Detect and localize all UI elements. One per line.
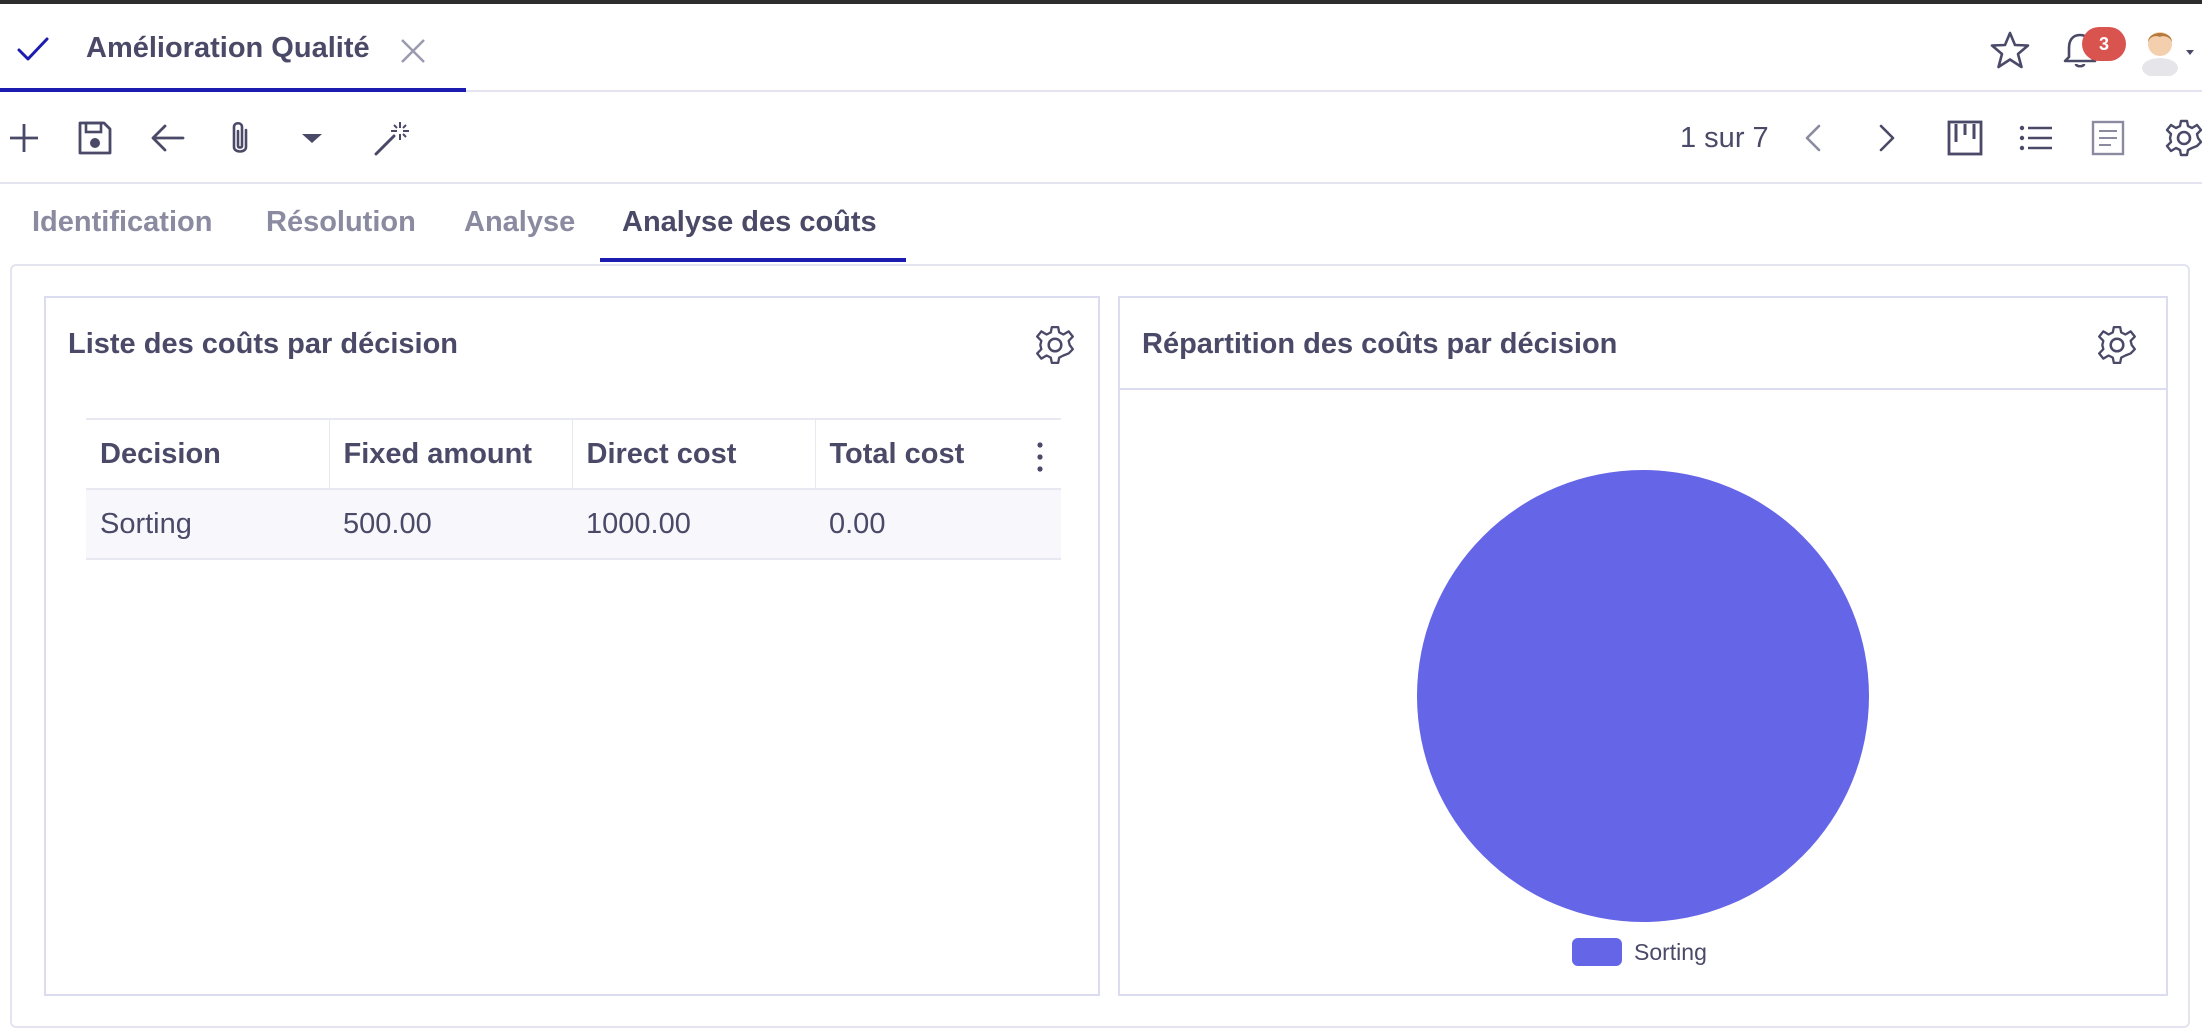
legend-label[interactable]: Sorting <box>1634 938 1707 965</box>
cost-table: Decision Fixed amount Direct cost Total … <box>86 418 1061 560</box>
column-header-total-cost-label: Total cost <box>829 437 965 470</box>
chart-legend: Sorting <box>1572 938 1707 966</box>
column-header-decision[interactable]: Decision <box>86 418 330 490</box>
cost-distribution-panel: Répartition des coûts par décision Sorti… <box>1118 296 2168 996</box>
list-view-icon[interactable] <box>2016 118 2056 158</box>
save-icon[interactable] <box>75 118 115 158</box>
back-arrow-icon[interactable] <box>148 118 188 158</box>
table-header-row: Decision Fixed amount Direct cost Total … <box>86 418 1061 490</box>
caret-down-icon[interactable] <box>292 118 332 158</box>
chevron-right-icon[interactable] <box>1866 118 1906 158</box>
check-icon <box>17 37 49 61</box>
cell-fixed-amount: 500.00 <box>329 489 572 560</box>
close-icon[interactable] <box>398 36 428 66</box>
magic-wand-icon[interactable] <box>372 118 412 158</box>
document-tab[interactable]: Amélioration Qualité <box>0 4 466 92</box>
user-avatar[interactable] <box>2136 24 2196 76</box>
paperclip-icon[interactable] <box>220 118 260 158</box>
tab-resolution[interactable]: Résolution <box>266 206 416 238</box>
form-tabs: Identification Résolution Analyse Analys… <box>0 186 2202 264</box>
notification-badge: 3 <box>2082 27 2126 61</box>
tab-identification[interactable]: Identification <box>32 206 213 238</box>
window-top-border <box>0 0 2202 4</box>
record-pager: 1 sur 7 <box>1680 122 1769 154</box>
table-row[interactable]: Sorting 500.00 1000.00 0.00 <box>86 489 1061 560</box>
star-icon[interactable] <box>1990 30 2030 70</box>
cost-list-title: Liste des coûts par décision <box>68 328 458 360</box>
document-tab-bar: Amélioration Qualité 3 <box>0 4 2202 92</box>
form-view-icon[interactable] <box>2088 118 2128 158</box>
cost-distribution-title: Répartition des coûts par décision <box>1142 328 1618 360</box>
kanban-view-icon[interactable] <box>1945 118 1985 158</box>
cell-decision: Sorting <box>86 489 329 560</box>
kebab-menu-icon[interactable] <box>1033 440 1047 474</box>
cost-pie-chart <box>1417 470 1869 922</box>
gear-icon[interactable] <box>1034 324 1076 366</box>
tab-content: Liste des coûts par décision Decision Fi… <box>10 264 2190 1028</box>
record-toolbar: 1 sur 7 <box>0 94 2202 184</box>
legend-swatch[interactable] <box>1572 938 1622 966</box>
panel-header-divider <box>1120 388 2166 390</box>
gear-icon[interactable] <box>2096 324 2138 366</box>
chevron-left-icon[interactable] <box>1794 118 1834 158</box>
tab-analyse[interactable]: Analyse <box>464 206 576 238</box>
pie-slice-sorting[interactable] <box>1417 470 1869 922</box>
cell-total-cost: 0.00 <box>815 489 1061 560</box>
plus-icon[interactable] <box>4 118 44 158</box>
cost-list-panel: Liste des coûts par décision Decision Fi… <box>44 296 1100 996</box>
column-header-total-cost[interactable]: Total cost <box>815 418 1061 490</box>
gear-icon[interactable] <box>2164 118 2202 158</box>
cell-direct-cost: 1000.00 <box>572 489 815 560</box>
document-tab-title: Amélioration Qualité <box>86 32 370 64</box>
active-tab-indicator <box>600 258 906 262</box>
column-header-direct-cost[interactable]: Direct cost <box>572 418 816 490</box>
column-header-fixed-amount[interactable]: Fixed amount <box>329 418 573 490</box>
tab-analyse-des-couts[interactable]: Analyse des coûts <box>622 206 877 238</box>
